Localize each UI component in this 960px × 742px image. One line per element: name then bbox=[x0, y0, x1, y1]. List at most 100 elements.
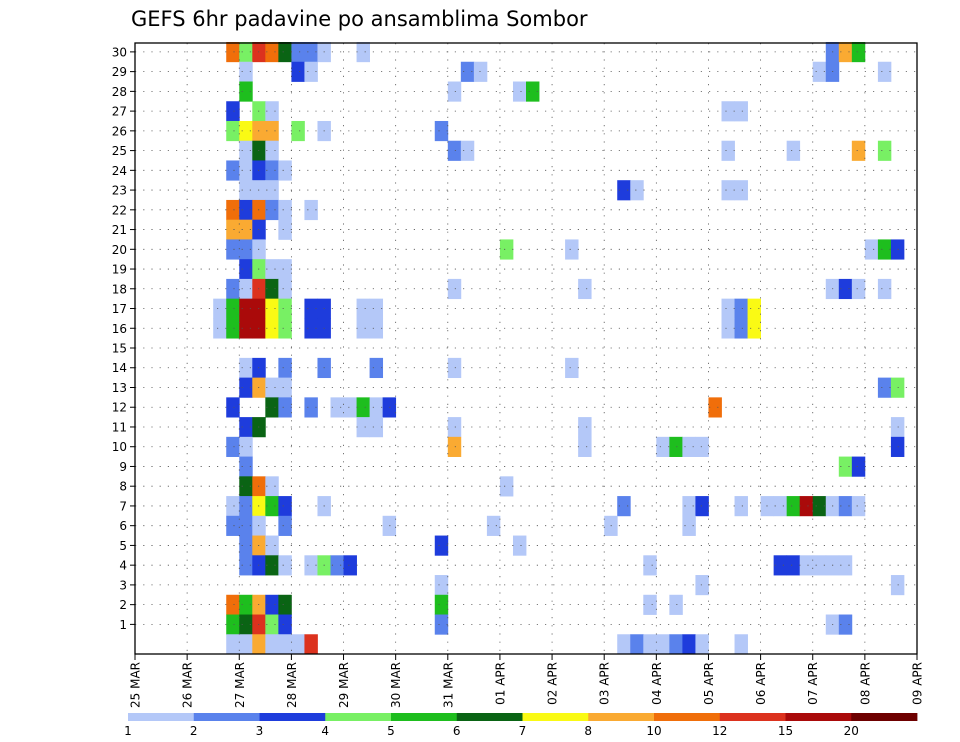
precip-cell bbox=[265, 535, 279, 556]
precip-cell bbox=[278, 42, 292, 63]
precip-cell bbox=[226, 318, 240, 339]
precip-cell bbox=[434, 575, 449, 596]
precip-cell bbox=[278, 278, 292, 300]
precip-cell bbox=[239, 496, 253, 517]
precip-cell bbox=[265, 377, 279, 398]
precip-cell bbox=[773, 555, 788, 576]
precip-cell bbox=[239, 476, 253, 497]
legend-label: 15 bbox=[778, 724, 793, 738]
precip-cell bbox=[812, 555, 827, 576]
precip-cell bbox=[278, 318, 292, 339]
x-tick-label: 27 MAR bbox=[233, 662, 247, 708]
legend-label: 2 bbox=[190, 724, 198, 738]
precip-cell bbox=[278, 515, 292, 536]
precip-cell bbox=[734, 298, 748, 319]
legend-label: 5 bbox=[387, 724, 395, 738]
y-tick-label: 4 bbox=[119, 559, 127, 573]
precip-cell bbox=[226, 496, 240, 517]
precip-cell bbox=[578, 278, 592, 300]
precip-cell bbox=[265, 318, 279, 339]
precip-cell bbox=[447, 417, 462, 438]
precip-cell bbox=[226, 298, 240, 319]
precip-cell bbox=[265, 199, 279, 221]
precip-cell bbox=[265, 180, 279, 201]
precip-cell bbox=[734, 496, 748, 517]
legend-swatch bbox=[325, 713, 392, 721]
precip-cell bbox=[877, 61, 892, 82]
precip-cell bbox=[356, 318, 370, 339]
y-tick-label: 20 bbox=[112, 243, 127, 257]
precip-cell bbox=[265, 634, 279, 655]
precip-cell bbox=[226, 219, 240, 240]
legend-swatch bbox=[193, 713, 260, 721]
precip-cell bbox=[695, 436, 709, 457]
precip-cell bbox=[499, 476, 514, 497]
precip-cell bbox=[278, 555, 292, 576]
legend-label: 20 bbox=[844, 724, 859, 738]
precip-cell bbox=[512, 535, 527, 556]
color-legend: 1 2 3 4 5 6 7 8 10 12 15 20 bbox=[124, 713, 918, 738]
precip-cell bbox=[239, 160, 253, 181]
precip-cell bbox=[278, 219, 292, 240]
precip-cell bbox=[669, 594, 683, 615]
precip-cell bbox=[330, 555, 344, 576]
precip-cell bbox=[239, 239, 253, 260]
precip-cell bbox=[239, 42, 253, 63]
legend-swatch bbox=[654, 713, 721, 721]
precip-cell bbox=[617, 634, 631, 655]
precip-cell bbox=[851, 496, 866, 517]
precip-cell bbox=[838, 456, 853, 477]
precip-cell bbox=[239, 140, 253, 161]
precip-cell bbox=[265, 160, 279, 181]
precip-cell bbox=[864, 239, 879, 260]
precip-cell bbox=[812, 61, 827, 82]
x-tick-label: 05 APR bbox=[702, 662, 716, 705]
precip-cell bbox=[330, 397, 344, 418]
y-tick-label: 26 bbox=[112, 124, 127, 138]
precip-cell bbox=[278, 259, 292, 280]
precip-cell bbox=[304, 318, 318, 339]
legend-label: 12 bbox=[712, 724, 727, 738]
y-tick-label: 21 bbox=[112, 223, 127, 237]
legend-swatch bbox=[785, 713, 852, 721]
y-tick-label: 12 bbox=[112, 401, 127, 415]
precip-cell bbox=[304, 199, 318, 221]
precip-cell bbox=[786, 555, 801, 576]
y-axis: 1234567891011121314151617181920212223242… bbox=[112, 45, 135, 632]
precip-cell bbox=[356, 417, 370, 438]
y-tick-label: 19 bbox=[112, 263, 127, 277]
precip-cell bbox=[682, 634, 696, 655]
y-tick-label: 2 bbox=[119, 598, 127, 612]
precip-cell bbox=[734, 180, 748, 201]
precip-cell bbox=[239, 120, 253, 142]
y-tick-label: 10 bbox=[112, 440, 127, 454]
precip-cell bbox=[578, 417, 592, 438]
precip-cell bbox=[447, 357, 462, 379]
precip-cell bbox=[786, 496, 801, 517]
precip-cell bbox=[447, 436, 462, 457]
precip-cell bbox=[747, 298, 761, 319]
legend-label: 1 bbox=[124, 724, 132, 738]
legend-swatch bbox=[456, 713, 523, 721]
precip-cell bbox=[656, 634, 670, 655]
y-tick-label: 27 bbox=[112, 105, 127, 119]
precip-cell bbox=[434, 120, 449, 142]
x-tick-label: 25 MAR bbox=[129, 662, 143, 708]
precip-cell bbox=[239, 81, 253, 102]
precip-cell bbox=[278, 160, 292, 181]
y-tick-label: 3 bbox=[119, 578, 127, 592]
precip-cell bbox=[721, 298, 735, 319]
precip-cell bbox=[278, 496, 292, 517]
x-tick-label: 26 MAR bbox=[181, 662, 195, 708]
precip-cell bbox=[304, 298, 318, 319]
legend-label: 8 bbox=[584, 724, 592, 738]
precip-cell bbox=[838, 614, 853, 635]
precip-cell bbox=[239, 357, 253, 379]
precip-cell bbox=[213, 318, 227, 339]
precip-cell bbox=[265, 278, 279, 300]
precip-cell bbox=[369, 318, 384, 339]
precip-cell bbox=[447, 278, 462, 300]
precip-cell bbox=[617, 180, 631, 201]
heatmap-cells bbox=[213, 42, 905, 655]
precip-cell bbox=[851, 140, 866, 161]
